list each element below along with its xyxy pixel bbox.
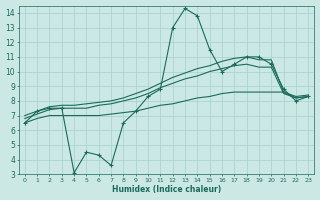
X-axis label: Humidex (Indice chaleur): Humidex (Indice chaleur)	[112, 185, 221, 194]
